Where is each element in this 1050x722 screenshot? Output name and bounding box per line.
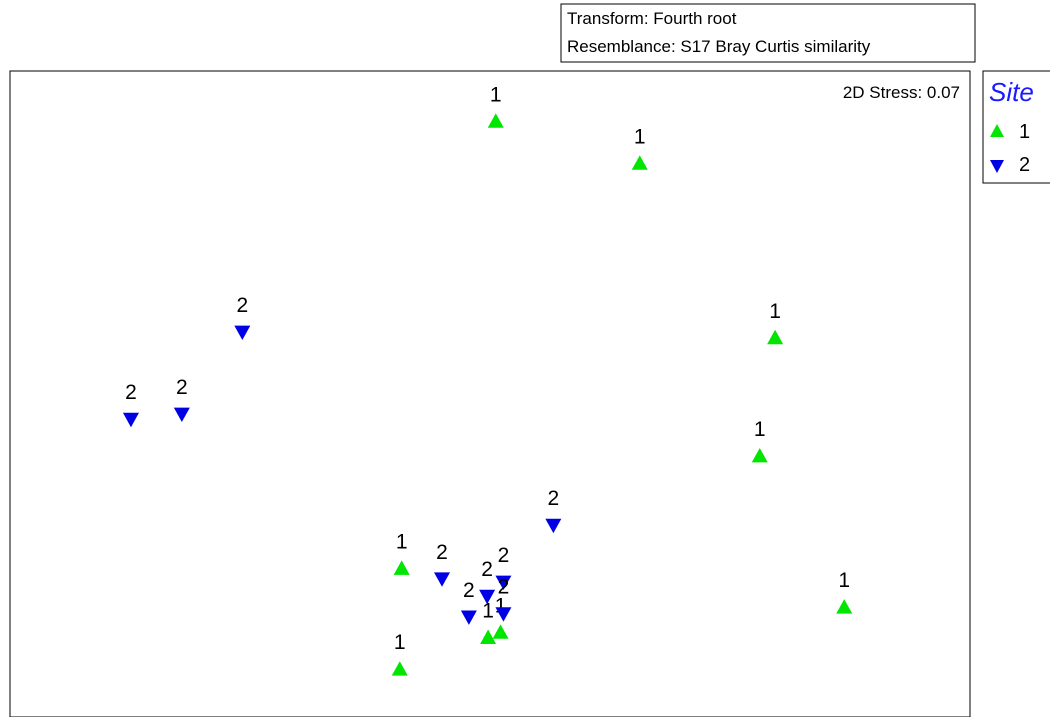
point-site-1-7 [391, 661, 408, 676]
info-box-line-resemblance: Resemblance: S17 Bray Curtis similarity [567, 37, 871, 56]
info-box: Transform: Fourth root Resemblance: S17 … [560, 3, 976, 63]
point-label-site-2-9: 2 [498, 576, 510, 599]
point-site-1-5 [836, 599, 853, 614]
point-label-site-2-1: 2 [236, 294, 248, 317]
info-box-frame [560, 3, 976, 63]
point-site-1-4 [751, 448, 768, 463]
legend-label-site-2: 2 [1019, 154, 1030, 176]
point-label-site-2-8: 2 [463, 579, 475, 602]
point-site-2-6 [479, 589, 496, 605]
point-label-site-1-3: 1 [769, 300, 781, 323]
legend: Site 1 2 [982, 70, 1050, 184]
point-site-2-3 [173, 407, 190, 423]
point-label-site-1-9: 1 [495, 594, 507, 617]
point-site-2-8 [460, 610, 477, 625]
point-label-site-2-5: 2 [436, 541, 448, 564]
info-box-line-transform: Transform: Fourth root [567, 9, 737, 28]
point-site-2-7 [495, 575, 512, 590]
legend-title: Site [989, 77, 1034, 107]
point-site-2-5 [434, 572, 450, 587]
point-label-site-2-2: 2 [125, 381, 137, 404]
point-label-site-2-3: 2 [176, 376, 188, 399]
point-site-2-4 [545, 518, 562, 534]
point-site-2-2 [122, 412, 139, 428]
stress-label: 2D Stress: 0.07 [843, 83, 960, 102]
point-label-site-1-7: 1 [394, 631, 406, 654]
point-label-site-1-4: 1 [754, 418, 766, 441]
legend-label-site-1: 1 [1019, 121, 1030, 143]
point-site-1-3 [767, 329, 784, 345]
point-label-site-2-7: 2 [498, 544, 510, 567]
point-site-2-1 [234, 325, 251, 340]
point-site-1-8 [480, 629, 497, 644]
point-label-site-2-4: 2 [548, 487, 560, 510]
legend-symbol-site-2 [990, 160, 1004, 173]
point-label-site-1-2: 1 [634, 125, 646, 148]
point-label-site-2-6: 2 [481, 558, 493, 581]
point-site-1-6 [393, 560, 410, 575]
point-site-1-2 [631, 155, 648, 170]
point-label-site-1-6: 1 [396, 530, 408, 553]
legend-symbol-site-1 [990, 124, 1004, 137]
point-label-site-1-8: 1 [482, 600, 494, 623]
point-site-2-9 [495, 607, 512, 622]
point-site-1-1 [487, 113, 504, 128]
point-label-site-1-1: 1 [490, 83, 502, 106]
point-site-1-9 [492, 624, 509, 639]
point-label-site-1-5: 1 [838, 569, 850, 592]
